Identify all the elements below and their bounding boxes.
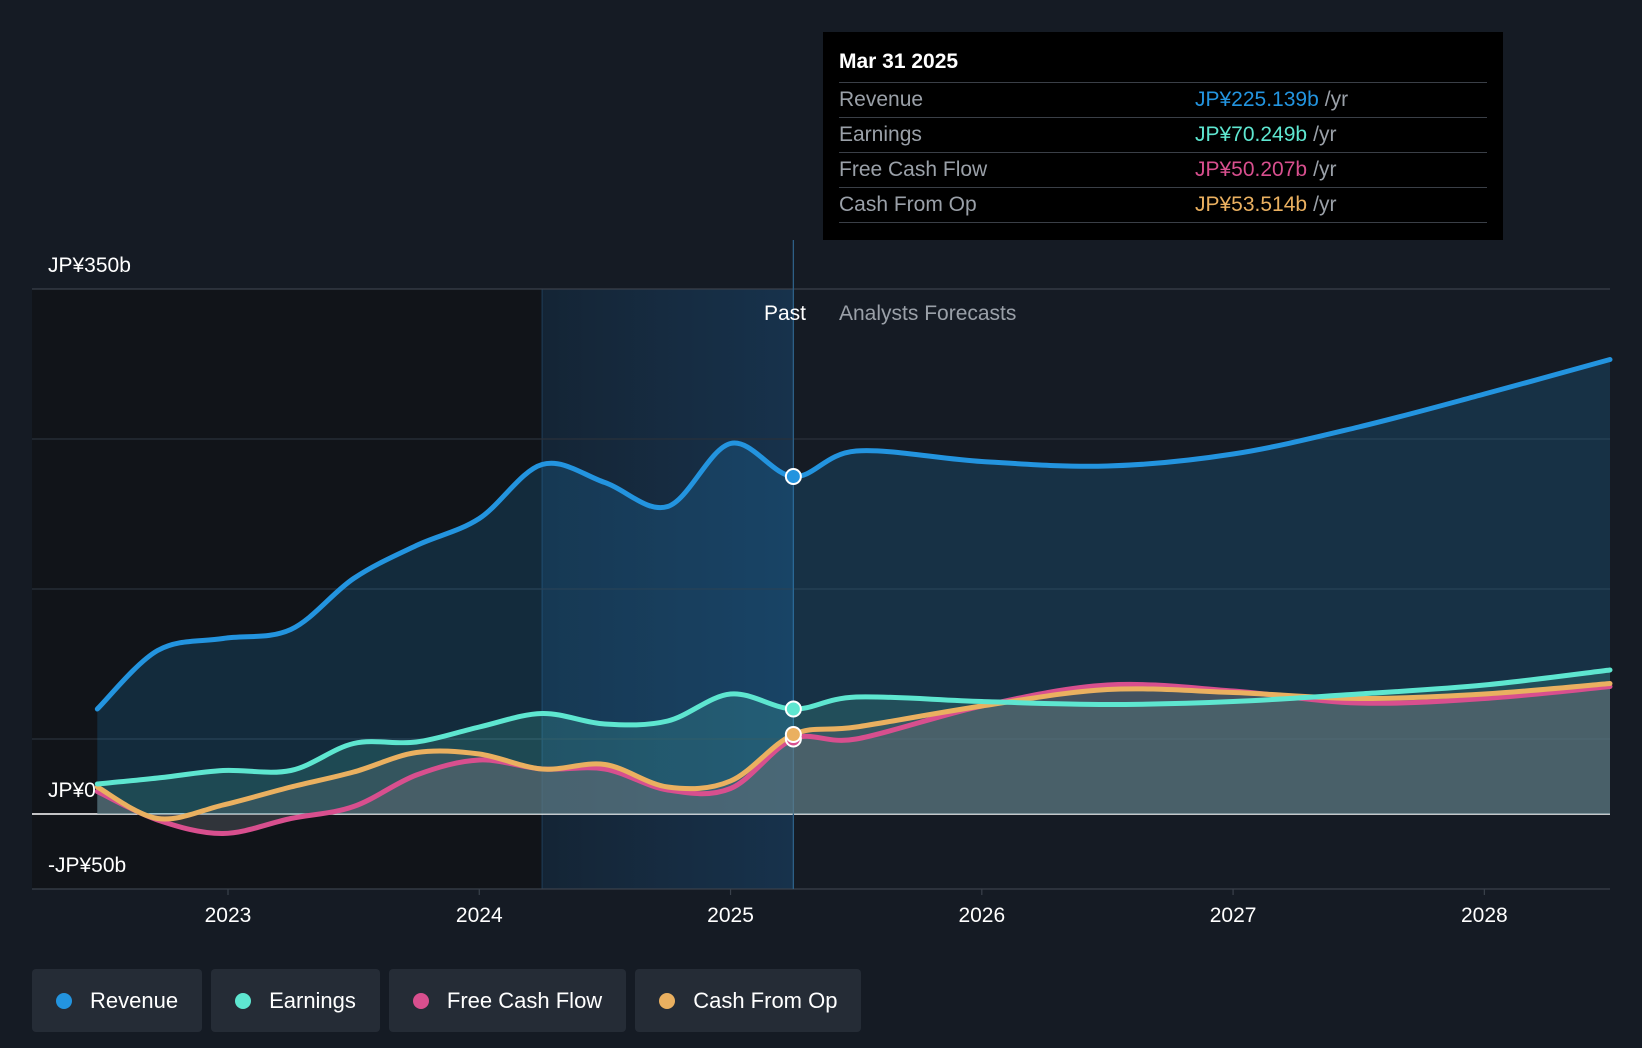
y-label-bottom: -JP¥50b [48,854,126,877]
tooltip-date: Mar 31 2025 [839,50,959,73]
legend-item-revenue[interactable]: Revenue [32,969,203,1032]
tooltip-label: Free Cash Flow [839,158,988,181]
marker-cash-from-op[interactable] [784,726,802,743]
x-tick-label: 2023 [205,904,252,927]
forecast-label: Analysts Forecasts [839,302,1016,325]
legend-label: Cash From Op [693,987,838,1013]
tooltip-row-fcf: Free Cash Flow JP¥50.207b /yr [839,152,1487,187]
tooltip-value: JP¥53.514b [1195,193,1308,216]
tooltip-rows: Revenue JP¥225.139b /yr Earnings JP¥70.2… [839,82,1487,223]
legend-item-fcf[interactable]: Free Cash Flow [388,969,627,1032]
tooltip-value: JP¥225.139b [1195,88,1319,111]
y-label-zero: JP¥0 [48,779,96,802]
x-tick-label: 2024 [456,904,503,927]
area-earnings [97,670,1610,814]
tooltip-unit: /yr [1313,193,1337,216]
area-free-cash-flow [97,684,1610,834]
tooltip-label: Earnings [839,123,922,146]
past-label: Past [764,302,806,325]
tooltip-value: JP¥50.207b [1195,158,1308,181]
line-revenue [94,357,1613,712]
tooltip-unit: /yr [1313,123,1337,146]
legend: Revenue Earnings Free Cash Flow Cash Fro… [32,969,862,1032]
legend-label: Free Cash Flow [446,987,603,1013]
y-label-top: JP¥350b [48,254,131,277]
line-cash-from-op [94,681,1613,822]
x-tick-label: 2027 [1210,904,1257,927]
tooltip-label: Cash From Op [839,193,977,216]
tooltip-value: JP¥70.249b [1195,123,1308,146]
legend-dot-icon [56,992,72,1009]
tooltip-row-earnings: Earnings JP¥70.249b /yr [839,117,1487,152]
x-tick-label: 2028 [1461,904,1508,927]
legend-dot-icon [659,992,676,1009]
tooltip-panel: Mar 31 2025 Revenue JP¥225.139b /yr Earn… [823,32,1503,240]
legend-item-cfo[interactable]: Cash From Op [635,969,862,1032]
x-tick-label: 2026 [958,904,1005,927]
x-tick-label: 2025 [707,904,754,927]
legend-item-earnings[interactable]: Earnings [211,969,380,1032]
line-earnings [94,667,1613,787]
tooltip-unit: /yr [1324,88,1349,111]
area-cash-from-op [97,683,1610,820]
tooltip-row-revenue: Revenue JP¥225.139b /yr [839,82,1487,117]
legend-dot-icon [412,992,429,1009]
tooltip-row-cfo: Cash From Op JP¥53.514b /yr [839,187,1487,223]
marker-revenue[interactable] [784,468,802,485]
marker-earnings[interactable] [784,700,802,718]
tooltip-unit: /yr [1313,158,1337,181]
legend-dot-icon [235,992,252,1009]
legend-label: Revenue [90,987,179,1013]
tooltip-label: Revenue [839,88,924,111]
legend-label: Earnings [269,987,356,1013]
